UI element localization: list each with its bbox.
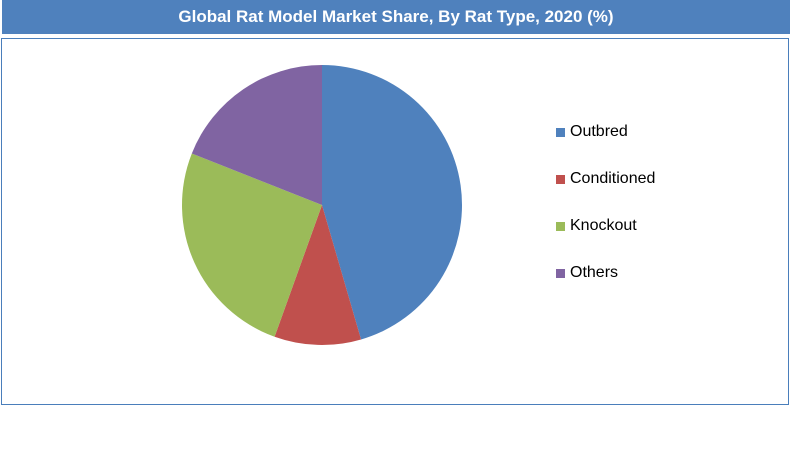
legend-swatch-conditioned xyxy=(556,175,565,184)
pie-slice-knockout xyxy=(182,153,322,337)
legend-item-conditioned: Conditioned xyxy=(556,167,756,214)
legend-swatch-others xyxy=(556,269,565,278)
legend-label-conditioned: Conditioned xyxy=(570,170,656,187)
legend-label-outbred: Outbred xyxy=(570,123,628,140)
legend-label-others: Others xyxy=(570,264,619,281)
chart-title: Global Rat Model Market Share, By Rat Ty… xyxy=(2,0,790,34)
legend-label-knockout: Knockout xyxy=(570,217,637,234)
pie-slice-conditioned xyxy=(274,205,362,345)
legend-item-others: Others xyxy=(556,261,756,308)
pie-slice-others xyxy=(191,65,322,205)
legend: Outbred Conditioned Knockout Others xyxy=(556,120,756,308)
pie-slice-outbred xyxy=(322,65,462,340)
legend-swatch-knockout xyxy=(556,222,565,231)
legend-swatch-outbred xyxy=(556,128,565,137)
legend-item-outbred: Outbred xyxy=(556,120,756,167)
legend-item-knockout: Knockout xyxy=(556,214,756,261)
